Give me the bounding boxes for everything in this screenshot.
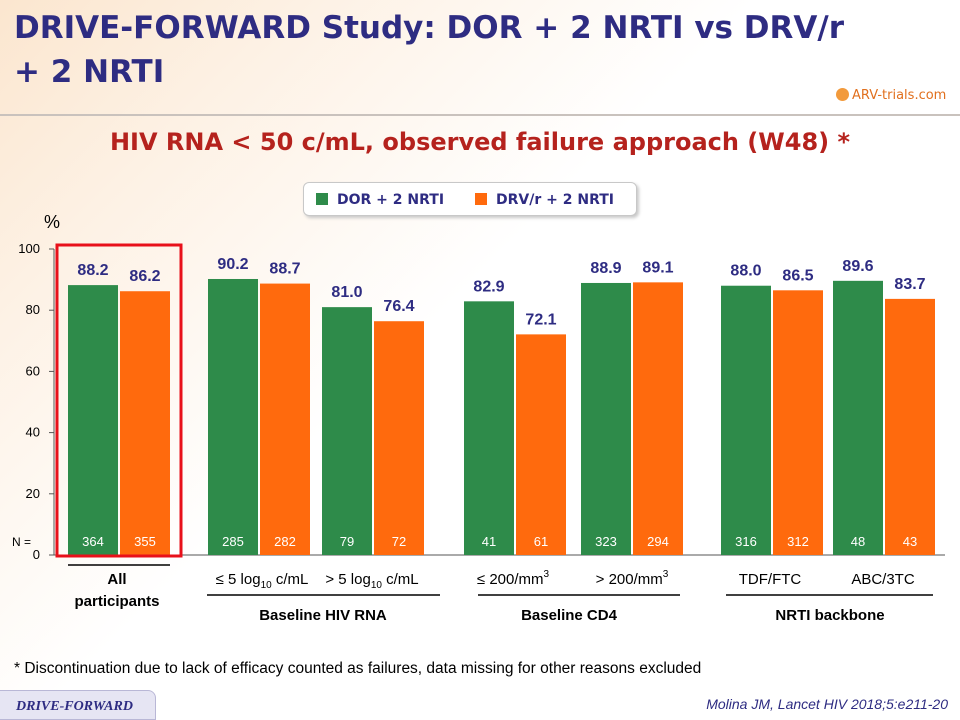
- y-axis-label: %: [44, 212, 60, 232]
- bar-n-label: 364: [82, 534, 104, 549]
- y-tick-label: 80: [26, 302, 40, 317]
- bar-value-label: 86.5: [782, 267, 813, 284]
- bar-n-label: 48: [851, 534, 865, 549]
- footnote: * Discontinuation due to lack of efficac…: [14, 660, 702, 677]
- category-label-text: > 5 log: [325, 571, 370, 588]
- legend-swatch-drv: [475, 193, 487, 205]
- citation: Molina JM, Lancet HIV 2018;5:e211-20: [706, 696, 948, 712]
- bar-value-label: 76.4: [383, 298, 414, 315]
- logo-text: ARV-trials.com: [852, 88, 947, 103]
- y-tick-label: 20: [26, 486, 40, 501]
- bar-n-label: 285: [222, 534, 244, 549]
- bar-value-label: 72.1: [525, 311, 556, 328]
- bar: [885, 298, 935, 555]
- bar: [68, 285, 118, 555]
- bar-value-label: 88.9: [590, 260, 621, 277]
- y-tick-label: 0: [33, 547, 40, 562]
- category-group-label: NRTI backbone: [775, 607, 884, 624]
- category-label-subscript: 10: [261, 580, 273, 591]
- category-label-text: ABC/3TC: [851, 571, 915, 588]
- category-label: ≤ 200/mm3: [477, 569, 550, 588]
- category-label-text: ≤ 5 log: [216, 571, 261, 588]
- bar-value-label: 86.2: [129, 268, 160, 285]
- bar-value-label: 89.6: [842, 258, 873, 275]
- category-label-superscript: 3: [544, 569, 550, 580]
- category-label-subscript: 10: [371, 580, 383, 591]
- y-tick-label: 100: [18, 241, 40, 256]
- bar: [581, 282, 631, 555]
- category-label: > 200/mm3: [596, 569, 669, 588]
- category-label-text: ≤ 200/mm: [477, 571, 544, 588]
- bar-n-label: 282: [274, 534, 296, 549]
- study-tag: DRIVE-FORWARD: [0, 690, 156, 720]
- category-label-text: > 200/mm: [596, 571, 663, 588]
- bar-value-label: 89.1: [642, 259, 673, 276]
- legend-item-dor: DOR + 2 NRTI: [316, 192, 444, 208]
- legend-label-drv: DRV/r + 2 NRTI: [496, 192, 614, 208]
- bar-n-label: 323: [595, 534, 617, 549]
- bar: [120, 291, 170, 555]
- bar: [260, 283, 310, 555]
- category-group-label: Baseline HIV RNA: [259, 607, 387, 624]
- category-label-text: TDF/FTC: [739, 571, 802, 588]
- highlight-box: [55, 243, 183, 558]
- bar: [374, 321, 424, 555]
- category-label: TDF/FTC: [739, 571, 802, 588]
- bar-n-label: 294: [647, 534, 669, 549]
- bar: [773, 290, 823, 555]
- category-group-label: Baseline CD4: [521, 607, 618, 624]
- bar-value-label: 83.7: [894, 276, 925, 293]
- category-label-text: c/mL: [382, 571, 419, 588]
- bar: [721, 285, 771, 555]
- bar: [322, 307, 372, 555]
- arv-trials-logo: ARV-trials.com: [836, 88, 946, 103]
- category-label: ≤ 5 log10 c/mL: [216, 571, 309, 591]
- logo-mark-icon: [836, 88, 849, 101]
- bar-value-label: 81.0: [331, 284, 362, 301]
- legend-swatch-dor: [316, 193, 328, 205]
- bar-chart: 0 20 40 60 80 100% N = 88.2 364 86.2 355 90.2 285 88.…: [12, 212, 945, 624]
- bar-n-label: 79: [340, 534, 354, 549]
- category-label: > 5 log10 c/mL: [325, 571, 418, 591]
- bar-n-label: 355: [134, 534, 156, 549]
- bar-n-label: 61: [534, 534, 548, 549]
- category-label-superscript: 3: [663, 569, 669, 580]
- bar-n-label: 72: [392, 534, 406, 549]
- bar-n-label: 316: [735, 534, 757, 549]
- slide-title: DRIVE-FORWARD Study: DOR + 2 NRTI vs DRV…: [14, 10, 844, 90]
- bar-value-label: 90.2: [217, 256, 248, 273]
- y-tick-label: 60: [26, 363, 40, 378]
- category-label: participants: [74, 593, 159, 610]
- legend-item-drv: DRV/r + 2 NRTI: [475, 192, 614, 208]
- bar-value-label: 88.2: [77, 262, 108, 279]
- bar-n-label: 43: [903, 534, 917, 549]
- bar: [516, 334, 566, 555]
- category-label: ABC/3TC: [851, 571, 915, 588]
- bar: [208, 278, 258, 555]
- bar-value-label: 88.7: [269, 261, 300, 278]
- bar: [633, 282, 683, 555]
- title-divider: [0, 114, 960, 116]
- bar: [464, 301, 514, 555]
- y-tick-label: 40: [26, 425, 40, 440]
- bar: [833, 280, 883, 555]
- chart-title: HIV RNA < 50 c/mL, observed failure appr…: [109, 128, 851, 156]
- category-label-text: c/mL: [272, 571, 309, 588]
- bar-value-label: 82.9: [473, 278, 504, 295]
- n-label: N =: [12, 535, 31, 549]
- chart-legend: DOR + 2 NRTI DRV/r + 2 NRTI: [303, 182, 637, 216]
- legend-label-dor: DOR + 2 NRTI: [337, 192, 445, 208]
- category-label: All: [107, 571, 126, 588]
- bar-value-label: 88.0: [730, 263, 761, 280]
- bar-n-label: 312: [787, 534, 809, 549]
- bar-n-label: 41: [482, 534, 496, 549]
